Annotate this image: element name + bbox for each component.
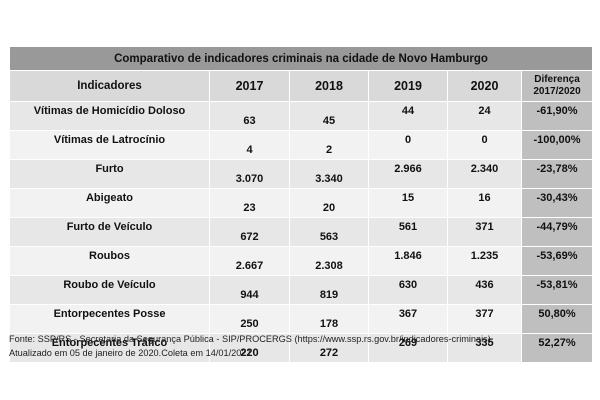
value-2020-cell: 0: [447, 130, 522, 160]
table-row: Entorpecentes Tráfico 220 272 269 335 52,27%: [9, 333, 594, 363]
value-2019-cell: 1.846: [368, 246, 448, 276]
header-2018: 2018: [289, 70, 369, 102]
value-2018-cell: 2.308: [289, 246, 369, 276]
difference-cell: -23,78%: [520, 159, 594, 189]
header-2017: 2017: [209, 70, 290, 102]
difference-cell: 50,80%: [520, 304, 594, 334]
value-2019-cell: 44: [368, 101, 448, 131]
value-2019-cell: 630: [368, 275, 448, 305]
value-2017-cell: 3.070: [209, 159, 290, 189]
value-2018-cell: 563: [289, 217, 369, 247]
indicator-cell: Furto de Veículo: [9, 217, 210, 247]
value-2019-cell: 367: [368, 304, 448, 334]
value-2018-cell: 3.340: [289, 159, 369, 189]
header-2020: 2020: [447, 70, 522, 102]
value-2020-cell: 16: [447, 188, 522, 218]
value-2017-cell: 250: [209, 304, 290, 334]
value-2017-cell: 2.667: [209, 246, 290, 276]
source-note: Fonte: SSP/RS - Secretaria da Segurança …: [9, 334, 491, 344]
value-2020-cell: 24: [447, 101, 522, 131]
value-2017-cell: 672: [209, 217, 290, 247]
table-row: Roubo de Veículo 944 819 630 436 -53,81%: [9, 275, 594, 305]
value-2019-cell: 561: [368, 217, 448, 247]
difference-cell: -44,79%: [520, 217, 594, 247]
indicator-cell: Vítimas de Homicídio Doloso: [9, 101, 210, 131]
value-2020-cell: 335: [447, 333, 522, 363]
updated-note: Atualizado em 05 de janeiro de 2020.Cole…: [9, 348, 252, 358]
table-row: Abigeato 23 20 15 16 -30,43%: [9, 188, 594, 218]
difference-cell: -61,90%: [520, 101, 594, 131]
header-difference: Diferença 2017/2020: [520, 70, 594, 102]
value-2019-cell: 0: [368, 130, 448, 160]
value-2020-cell: 377: [447, 304, 522, 334]
value-2018-cell: 819: [289, 275, 369, 305]
value-2018-cell: 178: [289, 304, 369, 334]
value-2017-cell: 4: [209, 130, 290, 160]
indicator-cell: Roubos: [9, 246, 210, 276]
value-2019-cell: 2.966: [368, 159, 448, 189]
table-row: Vítimas de Latrocínio 4 2 0 0 -100,00%: [9, 130, 594, 160]
value-2018-cell: 45: [289, 101, 369, 131]
header-difference-line1: Diferença: [534, 74, 580, 85]
difference-cell: -30,43%: [520, 188, 594, 218]
value-2018-cell: 20: [289, 188, 369, 218]
table-header-row: Indicadores 2017 2018 2019 2020 Diferenç…: [9, 70, 594, 102]
table-title: Comparativo de indicadores criminais na …: [8, 46, 594, 71]
table-row: Vítimas de Homicídio Doloso 63 45 44 24 -61,9…: [9, 101, 594, 131]
difference-cell: -53,69%: [520, 246, 594, 276]
table-notes: Fonte: SSP/RS - Secretaria da Segurança …: [9, 332, 491, 360]
difference-cell: 52,27%: [520, 333, 594, 363]
value-2017-cell: 63: [209, 101, 290, 131]
table-body: Vítimas de Homicídio Doloso 63 45 44 24 -61,9…: [9, 101, 594, 363]
header-indicator: Indicadores: [9, 70, 210, 102]
indicator-cell: Furto: [9, 159, 210, 189]
value-2018-cell: 2: [289, 130, 369, 160]
indicator-cell: Abigeato: [9, 188, 210, 218]
header-difference-line2: 2017/2020: [533, 86, 581, 97]
value-2017-cell: 23: [209, 188, 290, 218]
table-row: Roubos 2.667 2.308 1.846 1.235 -53,69%: [9, 246, 594, 276]
indicator-cell: Entorpecentes Posse: [9, 304, 210, 334]
table-row: Furto 3.070 3.340 2.966 2.340 -23,78%: [9, 159, 594, 189]
value-2020-cell: 2.340: [447, 159, 522, 189]
table-row: Entorpecentes Posse 250 178 367 377 50,80%: [9, 304, 594, 334]
value-2019-cell: 15: [368, 188, 448, 218]
value-2017-cell: 944: [209, 275, 290, 305]
value-2020-cell: 1.235: [447, 246, 522, 276]
difference-cell: -100,00%: [520, 130, 594, 160]
difference-cell: -53,81%: [520, 275, 594, 305]
table-row: Furto de Veículo 672 563 561 371 -44,79%: [9, 217, 594, 247]
crime-indicators-table-wrapper: Comparativo de indicadores criminais na …: [8, 46, 594, 363]
indicator-cell: Entorpecentes Tráfico: [9, 333, 210, 363]
indicator-cell: Roubo de Veículo: [9, 275, 210, 305]
value-2020-cell: 371: [447, 217, 522, 247]
value-2020-cell: 436: [447, 275, 522, 305]
value-2018-cell: 272: [289, 333, 369, 363]
crime-indicators-table: Comparativo de indicadores criminais na …: [8, 46, 594, 363]
indicator-cell: Vítimas de Latrocínio: [9, 130, 210, 160]
header-2019: 2019: [368, 70, 448, 102]
